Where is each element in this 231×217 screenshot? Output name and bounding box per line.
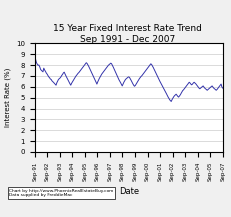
X-axis label: Date: Date <box>118 187 138 196</box>
Y-axis label: Interest Rate (%): Interest Rate (%) <box>4 68 10 127</box>
Text: 15 Year Fixed Interest Rate Trend: 15 Year Fixed Interest Rate Trend <box>53 24 201 33</box>
Text: Chart by http://www.PhoenixRealEstateBuy.com
Data supplied by FreddieMac: Chart by http://www.PhoenixRealEstateBuy… <box>9 189 113 197</box>
Text: Sep 1991 - Dec 2007: Sep 1991 - Dec 2007 <box>80 35 174 44</box>
